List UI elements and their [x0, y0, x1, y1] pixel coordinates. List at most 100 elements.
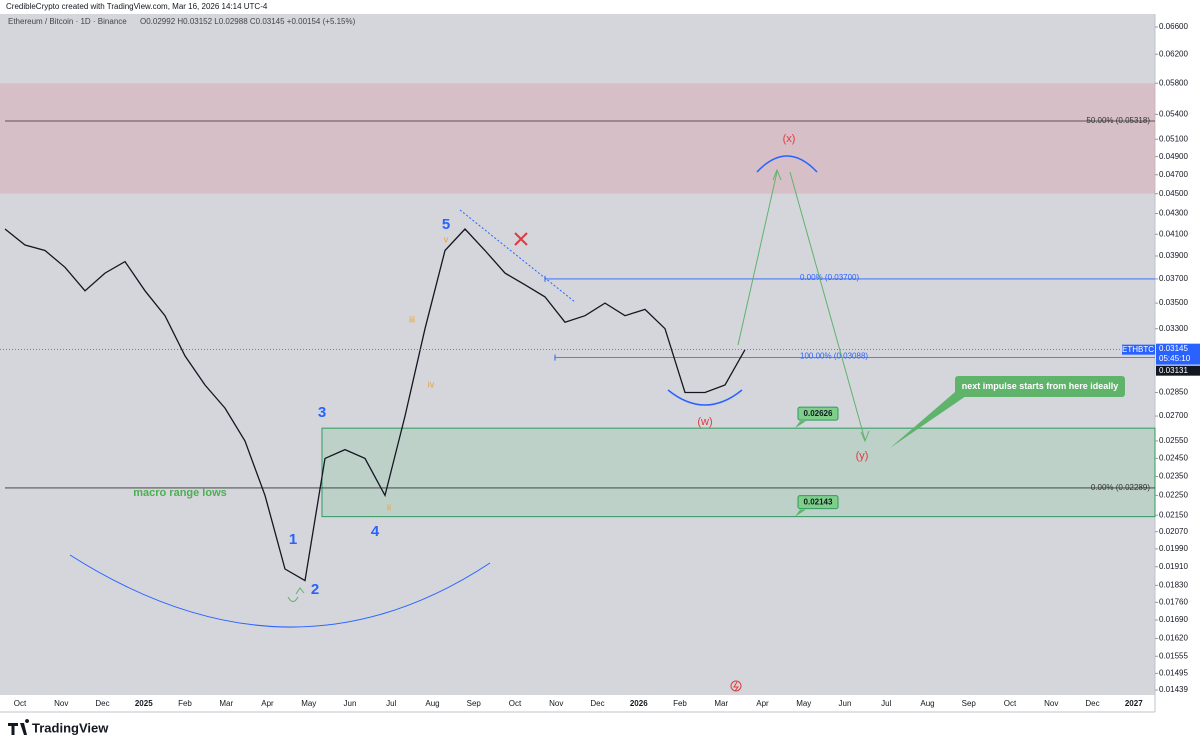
zone — [321, 427, 1156, 518]
box-pointer — [795, 509, 806, 517]
x-tick-label: May — [796, 699, 811, 708]
x-tick-label: Oct — [14, 699, 27, 708]
prev-tag-text: 0.03131 — [1159, 366, 1188, 375]
ohlc: O0.02992 H0.03152 L0.02988 C0.03145 +0.0… — [140, 17, 356, 26]
wave-label: 1 — [289, 531, 297, 548]
level-label: 0.00% (0.03700) — [800, 273, 859, 282]
x-tick-label: 2025 — [135, 699, 153, 708]
price-box-label: 0.02626 — [804, 409, 833, 418]
x-tick-label: Aug — [920, 699, 934, 708]
x-tick-label: Jul — [881, 699, 891, 708]
trend-line — [459, 209, 576, 303]
x-tick-label: Dec — [95, 699, 109, 708]
symbol: Ethereum / Bitcoin · 1D · Binance — [8, 17, 127, 26]
x-tick-label: Jul — [386, 699, 396, 708]
x-tick-label: Nov — [1044, 699, 1058, 708]
wave-label: 2 — [311, 581, 319, 598]
x-tick-label: 2027 — [1125, 699, 1143, 708]
logo-text: TradingView — [32, 720, 109, 735]
x-tick-label: Mar — [219, 699, 233, 708]
y-tick-label: 0.02700 — [1159, 411, 1188, 420]
price-box — [797, 406, 839, 421]
prev-tag — [1156, 365, 1200, 376]
x-mark — [514, 232, 528, 246]
x-tick-label: 2026 — [630, 699, 648, 708]
y-tick-label: 0.02150 — [1159, 510, 1188, 519]
zone — [0, 83, 1155, 194]
y-tick-label: 0.01555 — [1159, 651, 1188, 660]
logo-mark — [8, 719, 30, 735]
wave-label: 5 — [442, 216, 450, 233]
x-tick-label: Feb — [673, 699, 687, 708]
y-tick-label: 0.06200 — [1159, 49, 1188, 58]
x-tick-label: Dec — [590, 699, 604, 708]
y-tick-label: 0.01760 — [1159, 597, 1188, 606]
x-tick-label: Oct — [1004, 699, 1017, 708]
event-icon — [730, 680, 742, 692]
y-tick-label: 0.01439 — [1159, 685, 1188, 694]
x-tick-label: Sep — [467, 699, 482, 708]
x-tick-label: Sep — [962, 699, 977, 708]
y-tick-label: 0.04300 — [1159, 209, 1188, 218]
arrow-head — [772, 168, 870, 443]
price-box — [797, 495, 839, 510]
x-tick-label: Nov — [54, 699, 68, 708]
x-tick-label: Mar — [714, 699, 728, 708]
price-line — [4, 228, 746, 582]
y-tick-label: 0.05100 — [1159, 134, 1188, 143]
bounce-arrow — [287, 587, 305, 602]
y-tick-label: 0.01690 — [1159, 615, 1188, 624]
x-tick-label: Apr — [261, 699, 274, 708]
y-tick-label: 0.04900 — [1159, 152, 1188, 161]
macro-arc — [69, 554, 491, 628]
wave-label: 3 — [318, 404, 326, 421]
chart-pane — [0, 14, 1155, 695]
y-tick-label: 0.03300 — [1159, 324, 1188, 333]
credit: CredibleCrypto created with TradingView.… — [6, 2, 268, 11]
y-tick-label: 0.04700 — [1159, 170, 1188, 179]
x-tick-label: Jun — [839, 699, 852, 708]
y-tick-label: 0.01910 — [1159, 562, 1188, 571]
y-tick-label: 0.01830 — [1159, 580, 1188, 589]
x-tick-label: Jun — [344, 699, 357, 708]
y-tick-label: 0.02450 — [1159, 453, 1188, 462]
x-tick-label: Apr — [756, 699, 769, 708]
subwave-label: iii — [409, 314, 415, 324]
x-tick-label: Oct — [509, 699, 522, 708]
y-tick-label: 0.01495 — [1159, 668, 1188, 677]
subwave-label: ii — [387, 502, 391, 512]
x-tick-label: May — [301, 699, 316, 708]
y-tick-label: 0.05400 — [1159, 109, 1188, 118]
callout-pointer — [890, 392, 966, 448]
price-box-label: 0.02143 — [804, 497, 833, 506]
y-tick-label: 0.02070 — [1159, 527, 1188, 536]
callout-text: next impulse starts from here ideally — [962, 381, 1119, 391]
projection-arrow — [737, 171, 866, 441]
x-arc — [756, 155, 818, 173]
wave-label: 4 — [371, 523, 380, 540]
level-label: 0.00% (0.02289) — [1091, 483, 1150, 492]
y-tick-label: 0.04500 — [1159, 189, 1188, 198]
x-tick-label: Aug — [425, 699, 439, 708]
subwave-label: iv — [428, 379, 435, 389]
y-tick-label: 0.02350 — [1159, 472, 1188, 481]
level-label: 100.00% (0.03088) — [800, 352, 868, 361]
y-tick-label: 0.03500 — [1159, 298, 1188, 307]
y-tick-label: 0.02250 — [1159, 491, 1188, 500]
x-tick-label: Feb — [178, 699, 192, 708]
price-tag — [1156, 343, 1200, 365]
wave-label: (y) — [856, 450, 869, 462]
x-tick-label: Nov — [549, 699, 563, 708]
countdown: 05:45:10 — [1159, 354, 1191, 363]
wave-label: (x) — [783, 133, 796, 145]
symbol-tag — [1122, 344, 1155, 355]
w-arc — [667, 389, 743, 406]
price-tag-text: 0.03145 — [1159, 344, 1188, 353]
subwave-label: v — [444, 234, 449, 244]
callout-box — [955, 376, 1125, 397]
wave-label: (w) — [697, 416, 712, 428]
y-tick-label: 0.02550 — [1159, 436, 1188, 445]
y-tick-label: 0.05800 — [1159, 78, 1188, 87]
y-tick-label: 0.01990 — [1159, 544, 1188, 553]
